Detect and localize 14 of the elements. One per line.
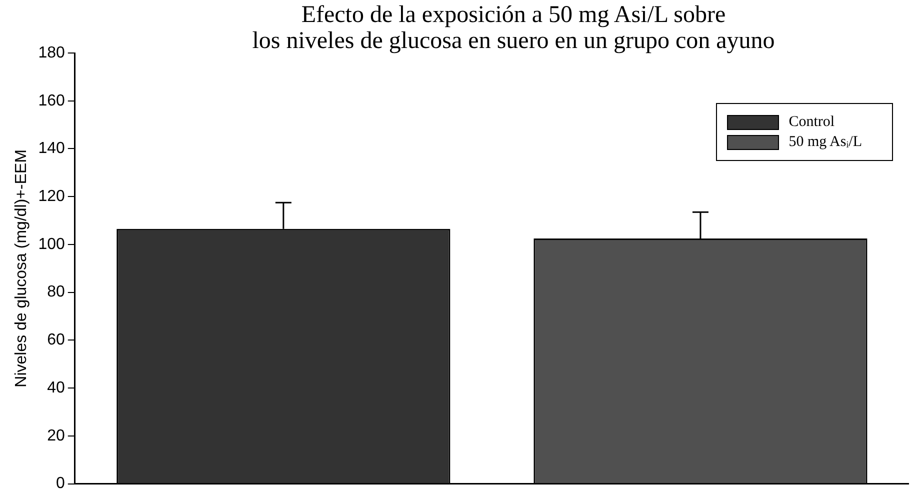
y-tick-label: 20 xyxy=(47,427,65,444)
chart-title: Efecto de la exposición a 50 mg Asi/L sobre los niveles de glucosa en suero en un grupo con ayuno xyxy=(251,2,776,54)
y-tick-label: 80 xyxy=(47,284,65,301)
legend-label: 50 mg Asᵢ/L xyxy=(788,133,862,152)
y-tick-label: 140 xyxy=(38,140,65,158)
y-tick-label: 180 xyxy=(38,44,65,62)
y-tick-label: 120 xyxy=(38,188,65,206)
y-tick-label: 160 xyxy=(38,92,65,110)
y-tick-label: 40 xyxy=(47,379,65,396)
legend-label: Control xyxy=(788,113,835,132)
y-tick-label: 60 xyxy=(47,332,65,349)
y-axis-title: Niveles de glucosa (mg/dl)+-EEM xyxy=(13,149,30,388)
y-tick-label: 100 xyxy=(38,236,65,253)
y-tick-label: 0 xyxy=(56,475,65,492)
